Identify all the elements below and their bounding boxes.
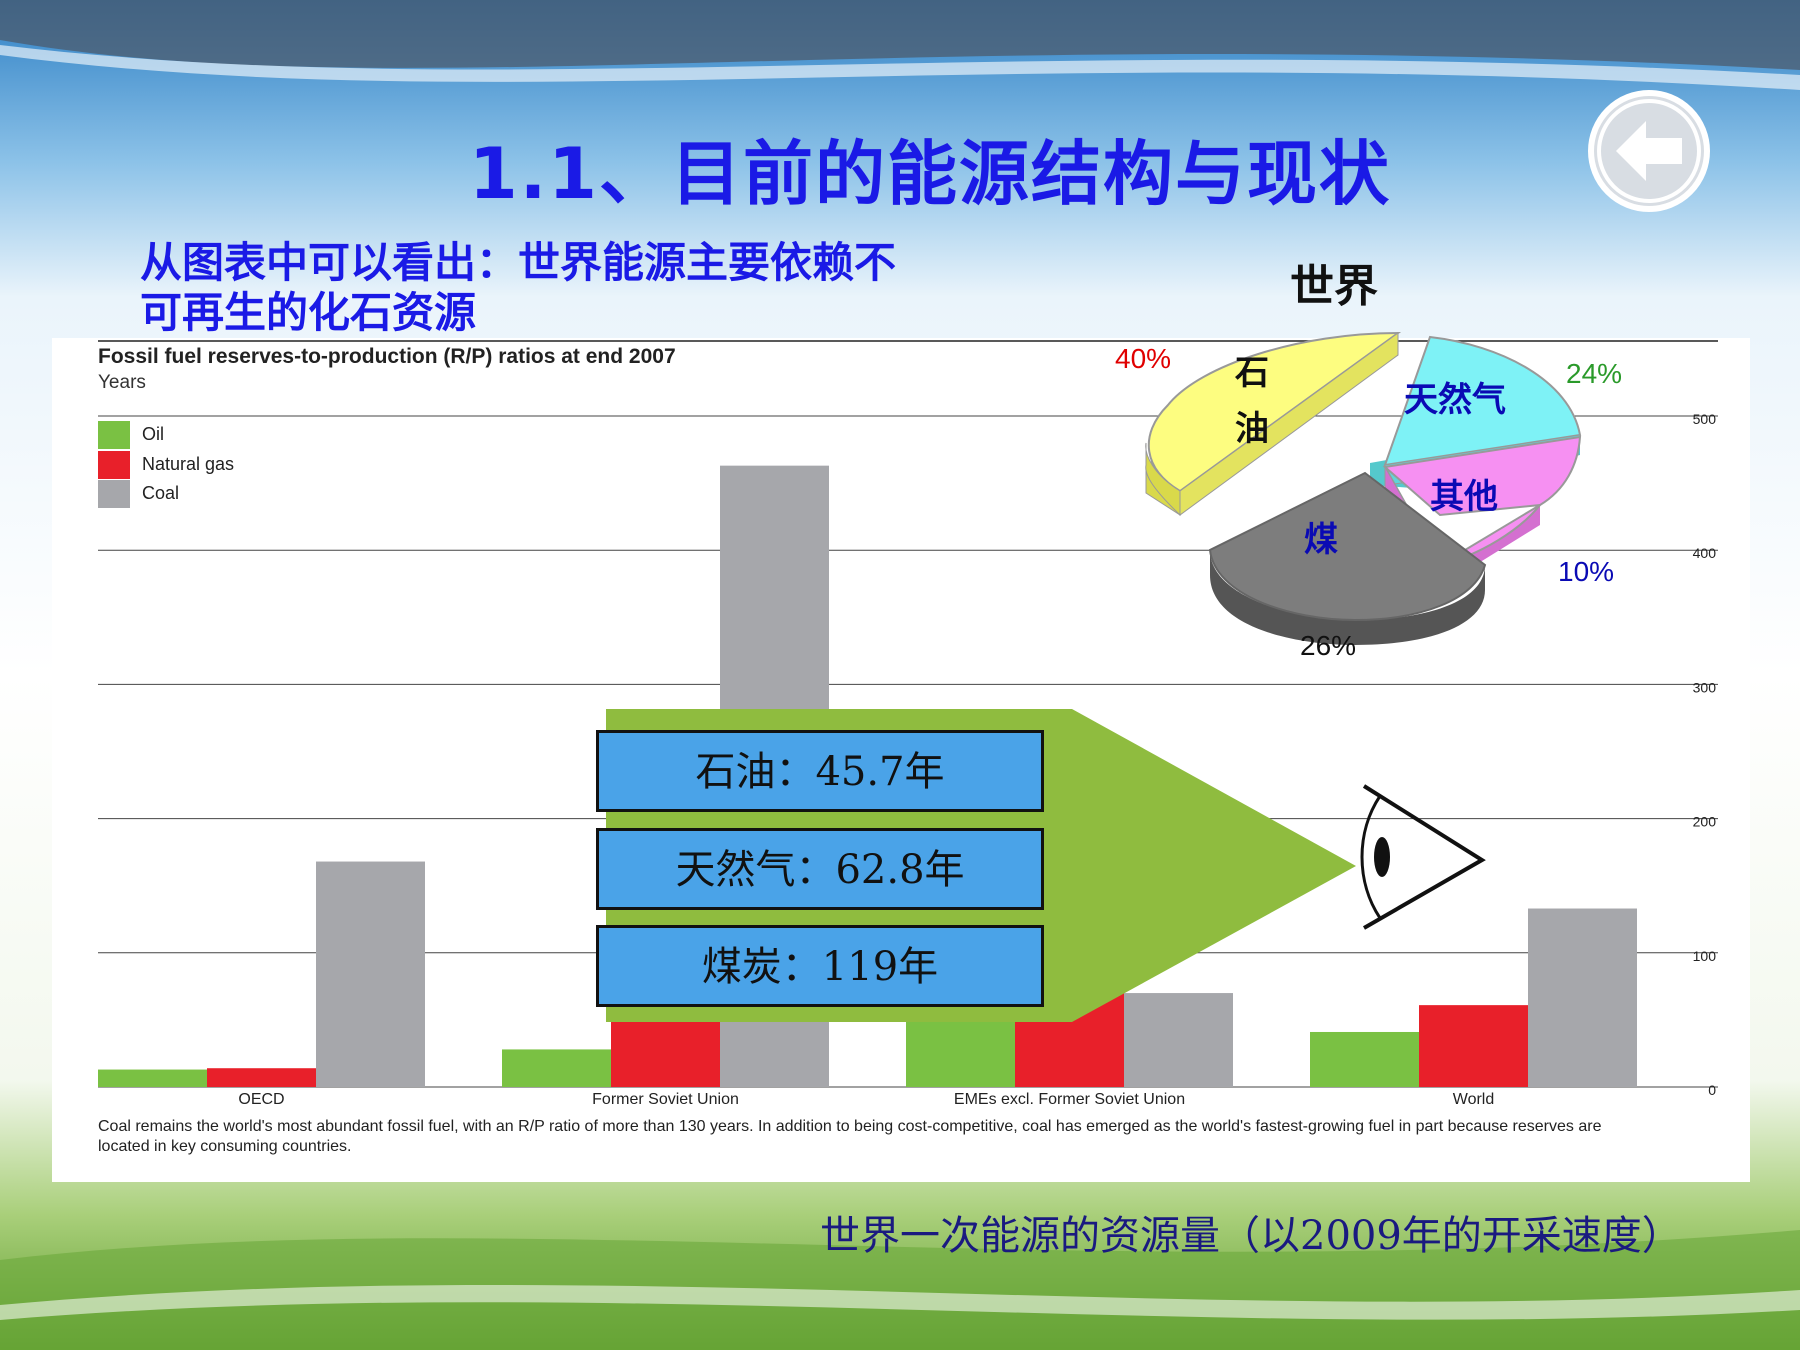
- pie-pct-natural-gas: 24%: [1566, 358, 1623, 389]
- bar-natural-gas-3: [1419, 1005, 1528, 1087]
- pie-label-other: 其他: [1430, 477, 1498, 517]
- legend-item-natural-gas: Natural gas: [98, 451, 298, 479]
- pie-label-coal: 煤: [1304, 520, 1338, 560]
- pie-pct-coal: 26%: [1300, 630, 1357, 661]
- footer-caption: 世界一次能源的资源量（以2009年的开采速度）: [820, 1213, 1682, 1259]
- legend-label-coal: Coal: [142, 483, 180, 503]
- y-tick-label: 400: [1693, 545, 1717, 561]
- legend-label-natural-gas: Natural gas: [142, 454, 235, 474]
- pie-slice-oil: [1145, 331, 1402, 517]
- pie-label-oil: 石油: [1235, 353, 1269, 449]
- subtitle-line-2: 可再生的化石资源: [140, 288, 477, 337]
- legend-swatch-coal: [98, 480, 130, 508]
- pie-pct-other: 10%: [1558, 556, 1615, 587]
- pie-label-natural-gas: 天然气: [1404, 380, 1506, 420]
- chart-y-label: Years: [98, 372, 146, 393]
- x-tick-label: World: [1453, 1091, 1495, 1108]
- chart-caption: Coal remains the world's most abundant f…: [98, 1118, 1602, 1155]
- page-title: 1.1、目前的能源结构与现状: [468, 133, 1391, 215]
- back-button[interactable]: [1586, 88, 1712, 214]
- bar-oil-3: [1310, 1031, 1419, 1087]
- slide-subtitle: 从图表中可以看出：世界能源主要依赖不 可再生的化石资源: [140, 238, 1020, 338]
- callout-coal-years: 煤炭：119年: [596, 925, 1044, 1007]
- x-tick-label: Former Soviet Union: [592, 1091, 739, 1108]
- pie-slice-coal: [1208, 471, 1487, 645]
- x-tick-label: OECD: [238, 1091, 284, 1108]
- y-tick-label: 200: [1693, 814, 1717, 830]
- legend-label-oil: Oil: [142, 424, 164, 444]
- chart-title: Fossil fuel reserves-to-production (R/P)…: [98, 345, 676, 368]
- x-tick-label: EMEs excl. Former Soviet Union: [954, 1091, 1185, 1108]
- subtitle-line-1: 从图表中可以看出：世界能源主要依赖不: [140, 238, 897, 287]
- legend-item-oil: Oil: [98, 421, 298, 449]
- bar-oil-0: [98, 1069, 207, 1087]
- pie-title: 世界: [1290, 261, 1378, 312]
- legend-item-coal: Coal: [98, 480, 298, 508]
- bar-oil-1: [502, 1049, 611, 1087]
- pie-chart: [1145, 331, 1582, 645]
- legend-swatch-oil: [98, 421, 130, 449]
- callout-gas-years: 天然气：62.8年: [596, 828, 1044, 910]
- legend-swatch-natural-gas: [98, 451, 130, 479]
- y-tick-label: 500: [1693, 411, 1717, 427]
- bar-coal-0: [316, 861, 425, 1087]
- back-arrow-icon: [1588, 90, 1710, 212]
- bar-coal-2: [1124, 993, 1233, 1087]
- y-tick-label: 0: [1708, 1082, 1716, 1098]
- y-tick-label: 300: [1693, 679, 1717, 695]
- eye-icon: [1360, 784, 1486, 930]
- callout-oil-years: 石油：45.7年: [596, 730, 1044, 812]
- pie-slice-other: [1382, 435, 1582, 588]
- pie-pct-oil: 40%: [1115, 343, 1172, 374]
- bar-coal-3: [1528, 908, 1637, 1087]
- bar-natural-gas-0: [207, 1068, 316, 1087]
- y-tick-label: 100: [1693, 948, 1717, 964]
